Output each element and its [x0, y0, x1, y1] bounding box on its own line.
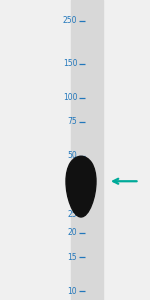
Ellipse shape — [66, 156, 96, 217]
Text: 15: 15 — [68, 253, 77, 262]
Text: 37: 37 — [68, 177, 77, 186]
Text: 150: 150 — [63, 59, 77, 68]
Text: 75: 75 — [68, 117, 77, 126]
Text: 250: 250 — [63, 16, 77, 25]
Text: 50: 50 — [68, 152, 77, 160]
Text: 100: 100 — [63, 93, 77, 102]
Text: 20: 20 — [68, 228, 77, 237]
Text: 10: 10 — [68, 286, 77, 296]
Bar — [70, 0, 104, 300]
Text: 25: 25 — [68, 210, 77, 219]
